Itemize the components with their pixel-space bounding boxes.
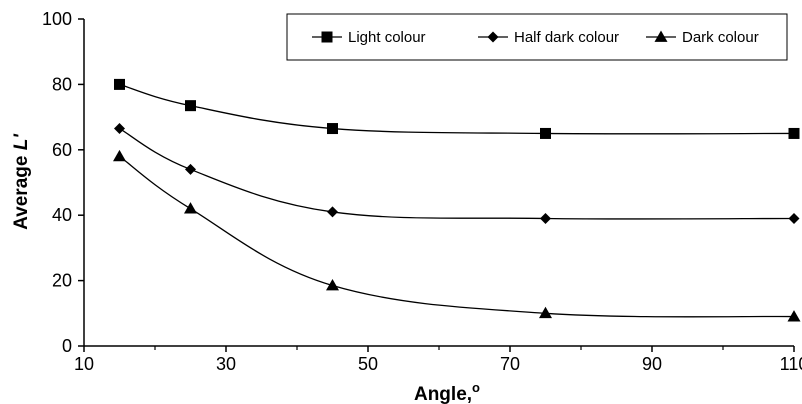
x-tick-label: 10 xyxy=(74,354,94,374)
data-point xyxy=(185,100,196,112)
x-tick-label: 30 xyxy=(216,354,236,374)
series-line xyxy=(119,155,795,318)
data-point xyxy=(184,202,197,214)
data-point xyxy=(113,149,126,162)
x-tick-label: 110 xyxy=(780,354,802,374)
x-axis-title-superscript: o xyxy=(472,380,480,395)
data-point xyxy=(326,279,339,291)
data-point xyxy=(539,306,552,319)
data-point xyxy=(788,127,800,139)
series-diamond xyxy=(114,123,800,224)
legend-item: Half dark colour xyxy=(478,29,619,46)
y-tick-label: 40 xyxy=(52,205,72,225)
y-tick-label: 100 xyxy=(42,9,72,29)
y-tick-label: 60 xyxy=(52,140,72,160)
legend-box xyxy=(286,13,788,61)
data-point xyxy=(114,78,125,90)
legend-label: Light colour xyxy=(348,29,426,46)
y-axis-title-variable: L' xyxy=(11,133,32,151)
legend-marker xyxy=(321,31,333,43)
data-point xyxy=(114,123,125,135)
x-tick-label: 50 xyxy=(358,354,378,374)
data-point xyxy=(788,212,800,224)
data-point xyxy=(185,163,196,175)
legend-item: Dark colour xyxy=(646,29,759,46)
data-point xyxy=(327,123,338,135)
data-point xyxy=(540,212,551,224)
series-square xyxy=(114,78,800,139)
y-axis-title: Average L' xyxy=(11,133,32,230)
y-tick-label: 0 xyxy=(62,336,72,356)
series-line xyxy=(119,127,795,220)
y-ticks: 0 20 40 60 80 100 xyxy=(42,9,84,356)
data-point xyxy=(787,310,801,322)
legend-marker xyxy=(654,30,668,42)
data-point xyxy=(540,127,551,139)
legend-marker xyxy=(487,31,499,43)
data-point xyxy=(327,206,338,218)
series-layer xyxy=(113,78,801,322)
legend-item: Light colour xyxy=(312,29,426,46)
series-triangle xyxy=(113,149,801,322)
legend: Light colour Half dark colour Dark colour xyxy=(286,13,788,61)
x-tick-label: 70 xyxy=(500,354,520,374)
legend-label: Dark colour xyxy=(682,29,759,46)
x-axis-title-text: Angle, xyxy=(414,384,472,404)
y-tick-label: 20 xyxy=(52,271,72,291)
x-tick-label: 90 xyxy=(642,354,662,374)
y-axis-title-text: Average xyxy=(11,150,32,230)
x-axis-title: Angle,o xyxy=(414,380,480,404)
axes xyxy=(83,19,794,347)
y-tick-label: 80 xyxy=(52,74,72,94)
x-ticks: 10 30 50 70 90 110 xyxy=(74,346,802,374)
legend-label: Half dark colour xyxy=(514,29,619,46)
series-line xyxy=(119,83,795,135)
